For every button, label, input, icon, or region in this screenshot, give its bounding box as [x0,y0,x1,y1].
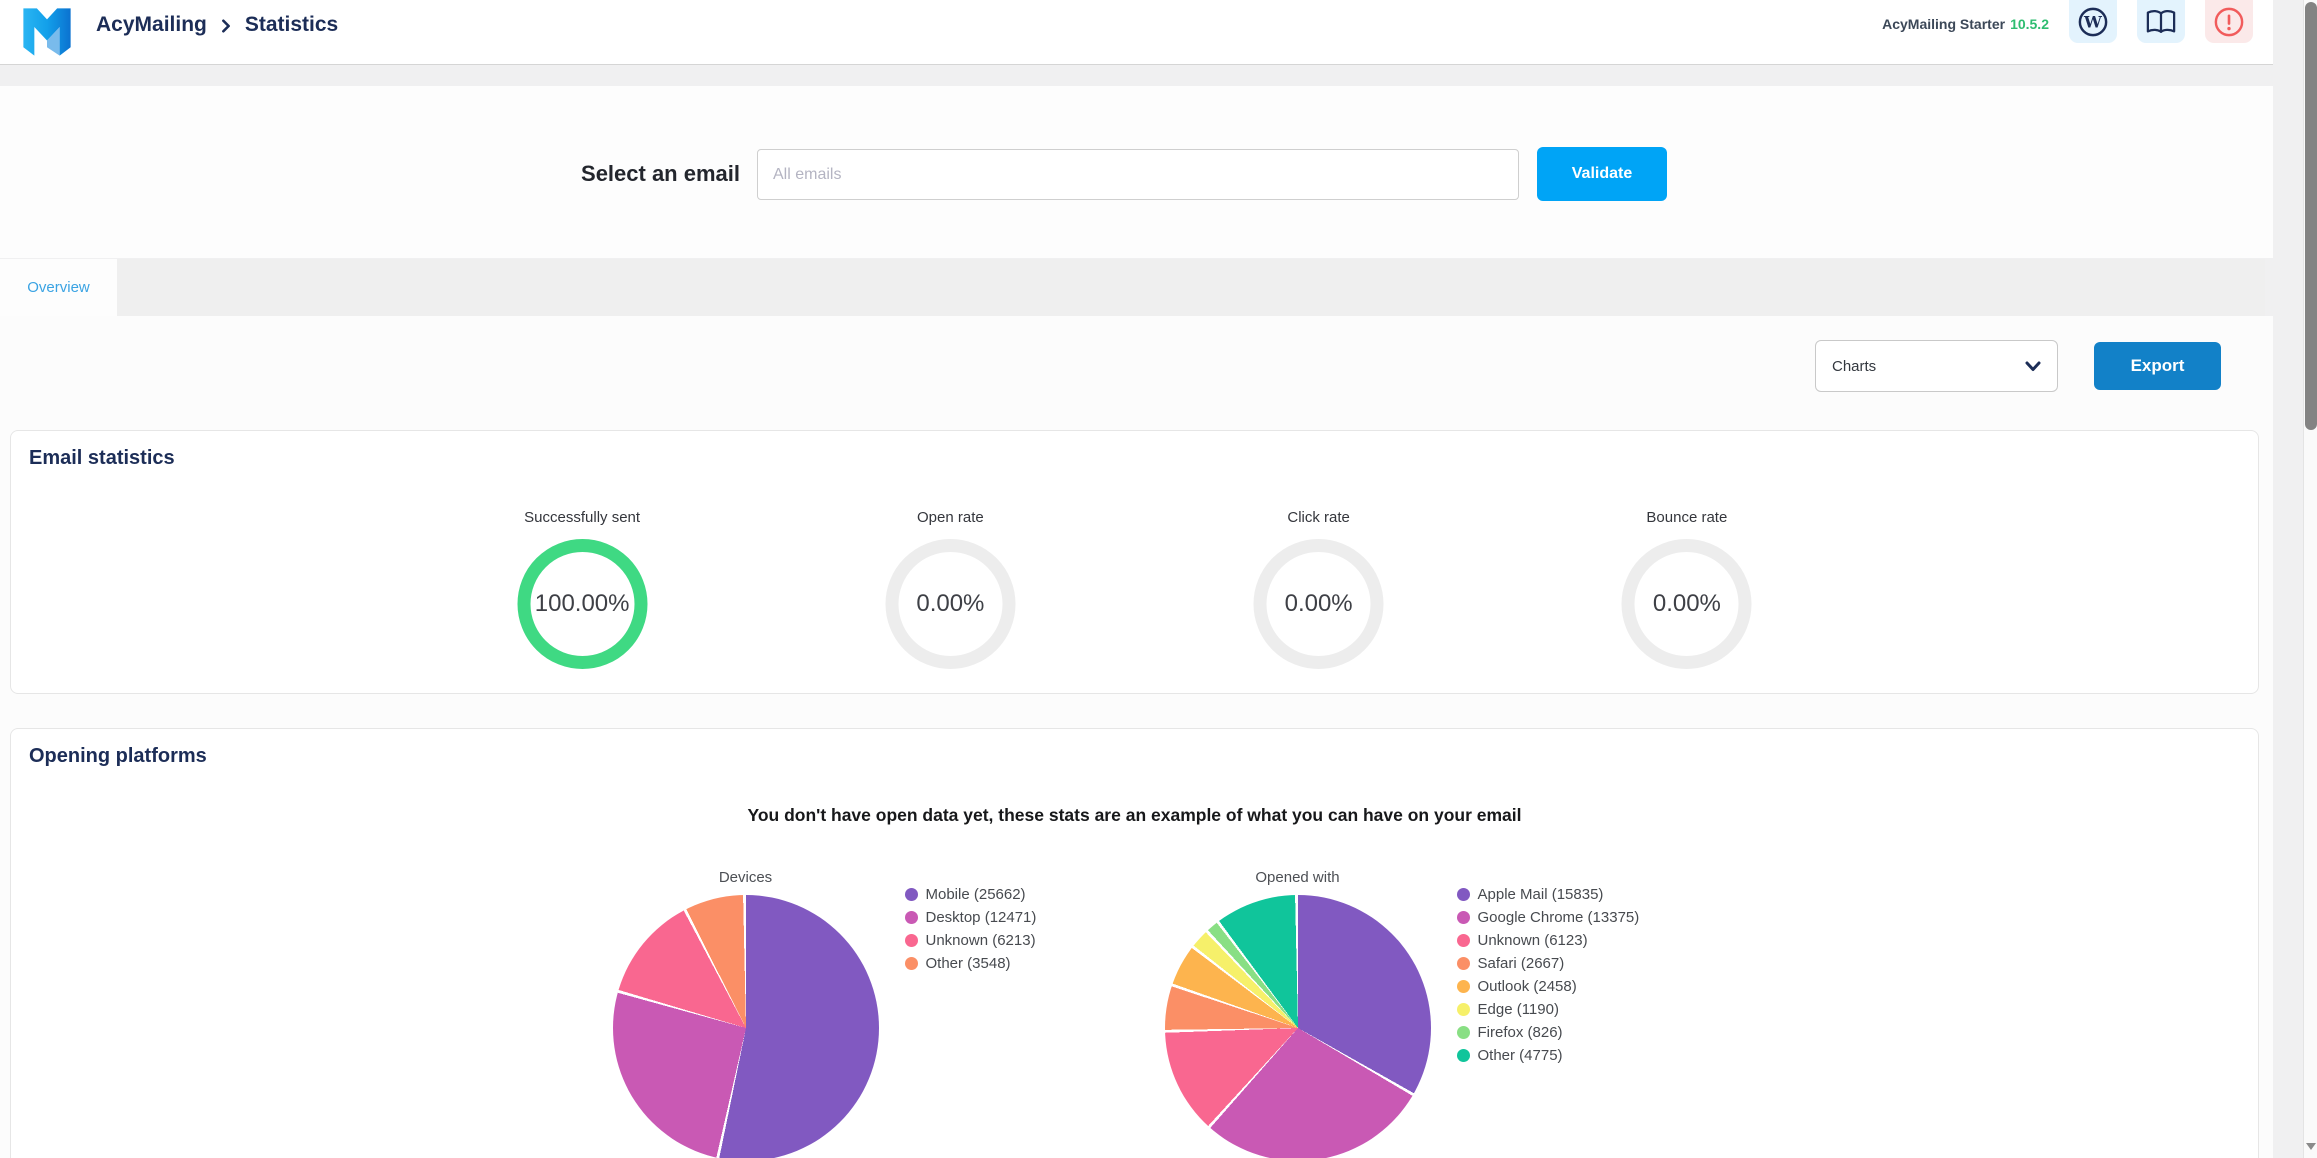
legend-dot-icon [1456,1003,1470,1016]
legend-label: Edge (1190) [1477,1001,1559,1018]
stat-value: 0.00% [1652,590,1721,617]
breadcrumb-chevron-icon [221,19,230,33]
chevron-down-icon [2025,361,2041,371]
chart-title: Devices [718,869,773,886]
chart-title: Opened with [1255,869,1340,886]
legend-label: Unknown (6213) [925,932,1036,949]
acymailing-logo-icon [23,8,71,56]
email-select-section: Select an email Validate [0,86,2273,258]
stats-row: Successfully sent 100.00% Open rate 0.00… [398,509,1871,669]
legend-label: Other (3548) [925,955,1011,972]
breadcrumb-link-acymailing[interactable]: AcyMailing [96,13,207,36]
view-mode-value: Charts [1832,357,1877,375]
legend-dot-icon [904,911,918,924]
top-bar: AcyMailing Statistics AcyMailing Starter… [0,0,2273,65]
legend-label: Firefox (826) [1477,1024,1563,1041]
chart-legend: Apple Mail (15835) Google Chrome (13375) U… [1456,883,1657,1067]
legend-item[interactable]: Apple Mail (15835) [1456,883,1657,906]
stat-ring: 0.00% [1621,539,1752,669]
stat-open-rate: Open rate 0.00% [766,509,1134,669]
legend-item[interactable]: Outlook (2458) [1456,975,1657,998]
legend-label: Unknown (6123) [1477,932,1588,949]
stat-ring: 0.00% [885,539,1016,669]
no-open-data-notice: You don't have open data yet, these stat… [747,805,1522,825]
legend-item[interactable]: Unknown (6213) [904,929,1055,952]
view-mode-select[interactable]: Charts [1815,340,2058,392]
stat-successfully-sent: Successfully sent 100.00% [398,509,766,669]
legend-label: Desktop (12471) [925,909,1037,926]
legend-dot-icon [904,957,918,970]
legend-item[interactable]: Other (4775) [1456,1044,1657,1067]
legend-label: Apple Mail (15835) [1477,886,1604,903]
stat-label: Successfully sent [524,509,641,526]
stat-value: 100.00% [534,590,630,617]
legend-label: Safari (2667) [1477,955,1565,972]
legend-dot-icon [1456,1026,1470,1039]
legend-item[interactable]: Other (3548) [904,952,1055,975]
edition-name: AcyMailing Starter [1882,16,2006,32]
legend-dot-icon [1456,980,1470,993]
scrollbar[interactable] [2303,0,2317,1158]
chart-group-devices: Devices Mobile (25662) Desktop (12471) Unkn… [612,869,1055,1158]
legend-item[interactable]: Mobile (25662) [904,883,1055,906]
legend-item[interactable]: Unknown (6123) [1456,929,1657,952]
stat-ring: 0.00% [1253,539,1384,669]
validate-button[interactable]: Validate [1537,147,1667,201]
svg-text:W: W [2083,12,2103,31]
alert-icon [2214,7,2244,36]
stat-bounce-rate: Bounce rate 0.00% [1503,509,1871,669]
legend-label: Mobile (25662) [925,886,1026,903]
scrollbar-thumb[interactable] [2305,2,2317,430]
breadcrumb-page-statistics: Statistics [244,13,339,36]
stat-click-rate: Click rate 0.00% [1135,509,1503,669]
stat-label: Bounce rate [1646,509,1728,526]
select-email-label: Select an email [581,161,740,186]
book-icon [2146,9,2176,33]
pie-chart-opened-with [1164,895,1431,1158]
legend-label: Other (4775) [1477,1047,1563,1064]
legend-dot-icon [904,888,918,901]
legend-dot-icon [1456,934,1470,947]
alerts-button[interactable] [2205,0,2253,43]
legend-dot-icon [1456,957,1470,970]
legend-item[interactable]: Desktop (12471) [904,906,1055,929]
legend-item[interactable]: Google Chrome (13375) [1456,906,1657,929]
legend-item[interactable]: Firefox (826) [1456,1021,1657,1044]
stat-value: 0.00% [1284,590,1353,617]
legend-dot-icon [1456,911,1470,924]
legend-label: Outlook (2458) [1477,978,1577,995]
stat-label: Click rate [1287,509,1350,526]
tab-overview[interactable]: Overview [0,259,117,316]
legend-item[interactable]: Safari (2667) [1456,952,1657,975]
opening-platforms-title: Opening platforms [29,745,207,767]
legend-dot-icon [904,934,918,947]
main-panel: Charts Export Email statistics Successfu… [0,316,2273,1158]
stat-value: 0.00% [916,590,985,617]
tab-bar: Overview [0,259,2265,316]
stat-ring: 100.00% [517,539,648,669]
legend-dot-icon [1456,1049,1470,1062]
charts-row: Devices Mobile (25662) Desktop (12471) Unkn… [11,869,2258,1158]
breadcrumb: AcyMailing Statistics [96,13,338,37]
legend-label: Google Chrome (13375) [1477,909,1640,926]
legend-dot-icon [1456,888,1470,901]
edition-label: AcyMailing Starter 10.5.2 [1882,16,2049,32]
scroll-down-arrow[interactable] [2306,1143,2316,1150]
chart-legend: Mobile (25662) Desktop (12471) Unknown (62… [904,883,1055,975]
version-number: 10.5.2 [2010,16,2049,32]
email-statistics-card: Email statistics Successfully sent 100.0… [10,430,2259,694]
email-statistics-title: Email statistics [29,447,175,469]
stat-label: Open rate [917,509,984,526]
legend-item[interactable]: Edge (1190) [1456,998,1657,1021]
export-button[interactable]: Export [2094,342,2221,390]
pie-chart-devices [612,895,879,1158]
email-select-input[interactable] [757,149,1519,200]
docs-button[interactable] [2137,0,2185,43]
opening-platforms-card: Opening platforms You don't have open da… [10,728,2259,1158]
wordpress-icon: W [2078,7,2108,36]
wordpress-button[interactable]: W [2069,0,2117,43]
chart-group-opened-with: Opened with Apple Mail (15835) Google Chro… [1164,869,1657,1158]
